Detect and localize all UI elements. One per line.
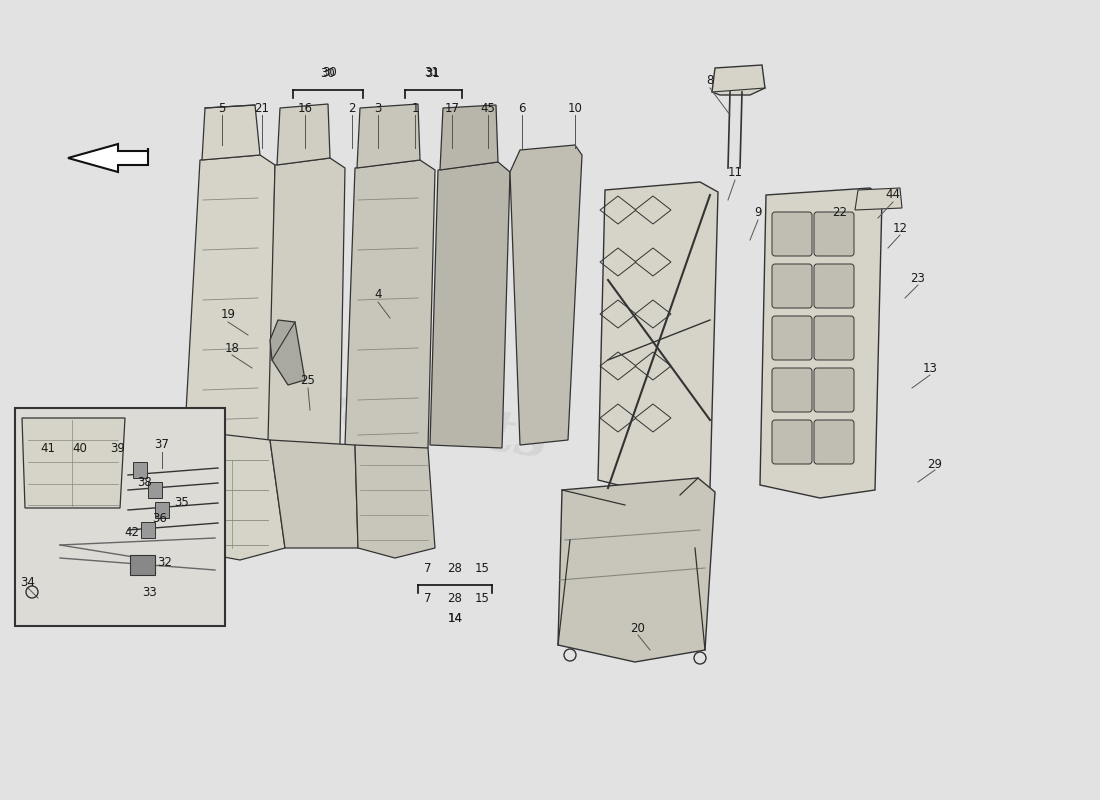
Text: 11: 11	[727, 166, 742, 178]
Text: 41: 41	[41, 442, 55, 454]
Text: 1: 1	[411, 102, 419, 114]
Text: 42: 42	[124, 526, 140, 538]
Text: 4: 4	[374, 289, 382, 302]
Text: 19: 19	[220, 309, 235, 322]
Polygon shape	[558, 478, 715, 662]
FancyBboxPatch shape	[15, 408, 225, 626]
Text: 18: 18	[224, 342, 240, 354]
Text: 16: 16	[297, 102, 312, 114]
Text: 45: 45	[481, 102, 495, 114]
Polygon shape	[130, 555, 155, 575]
Polygon shape	[430, 162, 510, 448]
Polygon shape	[760, 188, 882, 498]
Text: 7: 7	[425, 591, 431, 605]
Text: 28: 28	[448, 591, 462, 605]
FancyBboxPatch shape	[814, 316, 854, 360]
Polygon shape	[598, 182, 718, 495]
Polygon shape	[68, 144, 148, 172]
FancyBboxPatch shape	[814, 420, 854, 464]
Polygon shape	[155, 502, 169, 518]
Polygon shape	[185, 155, 275, 450]
Text: 33: 33	[143, 586, 157, 598]
Text: 10: 10	[568, 102, 582, 114]
Polygon shape	[277, 104, 330, 165]
Text: 5: 5	[218, 102, 226, 114]
Text: 20: 20	[630, 622, 646, 634]
Text: 22: 22	[833, 206, 847, 218]
Text: 31: 31	[425, 66, 439, 78]
Text: 15: 15	[474, 562, 490, 575]
Text: 17: 17	[444, 102, 460, 114]
Polygon shape	[270, 440, 358, 548]
Text: 2: 2	[349, 102, 355, 114]
Polygon shape	[855, 188, 902, 210]
Polygon shape	[202, 105, 260, 160]
Text: 39: 39	[111, 442, 125, 454]
Polygon shape	[358, 104, 420, 168]
Text: 23: 23	[911, 271, 925, 285]
Polygon shape	[510, 145, 582, 445]
Text: 38: 38	[138, 475, 153, 489]
Text: 8: 8	[706, 74, 714, 86]
Polygon shape	[270, 320, 305, 385]
FancyBboxPatch shape	[814, 264, 854, 308]
Polygon shape	[141, 522, 155, 538]
Text: 32: 32	[157, 555, 173, 569]
Text: 44: 44	[886, 189, 901, 202]
Text: 9: 9	[755, 206, 761, 218]
Text: 14: 14	[448, 611, 462, 625]
Text: europarts: europarts	[229, 370, 552, 470]
Text: 31: 31	[426, 67, 440, 80]
FancyBboxPatch shape	[772, 420, 812, 464]
Polygon shape	[345, 160, 434, 458]
FancyBboxPatch shape	[814, 368, 854, 412]
FancyBboxPatch shape	[814, 212, 854, 256]
Text: 40: 40	[73, 442, 87, 454]
Text: 30: 30	[322, 66, 338, 78]
Text: 15: 15	[474, 591, 490, 605]
Text: 14: 14	[448, 611, 462, 625]
Text: 34: 34	[21, 575, 35, 589]
Polygon shape	[22, 418, 125, 508]
Polygon shape	[175, 430, 285, 560]
FancyBboxPatch shape	[772, 316, 812, 360]
FancyBboxPatch shape	[772, 264, 812, 308]
Text: 25: 25	[300, 374, 316, 386]
Text: 6: 6	[518, 102, 526, 114]
Text: 30: 30	[320, 67, 336, 80]
Polygon shape	[712, 65, 764, 95]
Text: 29: 29	[927, 458, 943, 471]
Text: 13: 13	[923, 362, 937, 374]
Polygon shape	[440, 105, 498, 170]
Polygon shape	[268, 158, 345, 455]
Polygon shape	[133, 462, 147, 478]
FancyBboxPatch shape	[772, 368, 812, 412]
Polygon shape	[355, 445, 434, 558]
Text: 35: 35	[175, 495, 189, 509]
Text: 12: 12	[892, 222, 907, 234]
Polygon shape	[148, 482, 162, 498]
Text: 21: 21	[254, 102, 270, 114]
FancyBboxPatch shape	[772, 212, 812, 256]
Text: 3: 3	[374, 102, 382, 114]
Text: 28: 28	[448, 562, 462, 575]
Text: 7: 7	[425, 562, 431, 575]
Text: 37: 37	[155, 438, 169, 451]
Text: 36: 36	[153, 511, 167, 525]
